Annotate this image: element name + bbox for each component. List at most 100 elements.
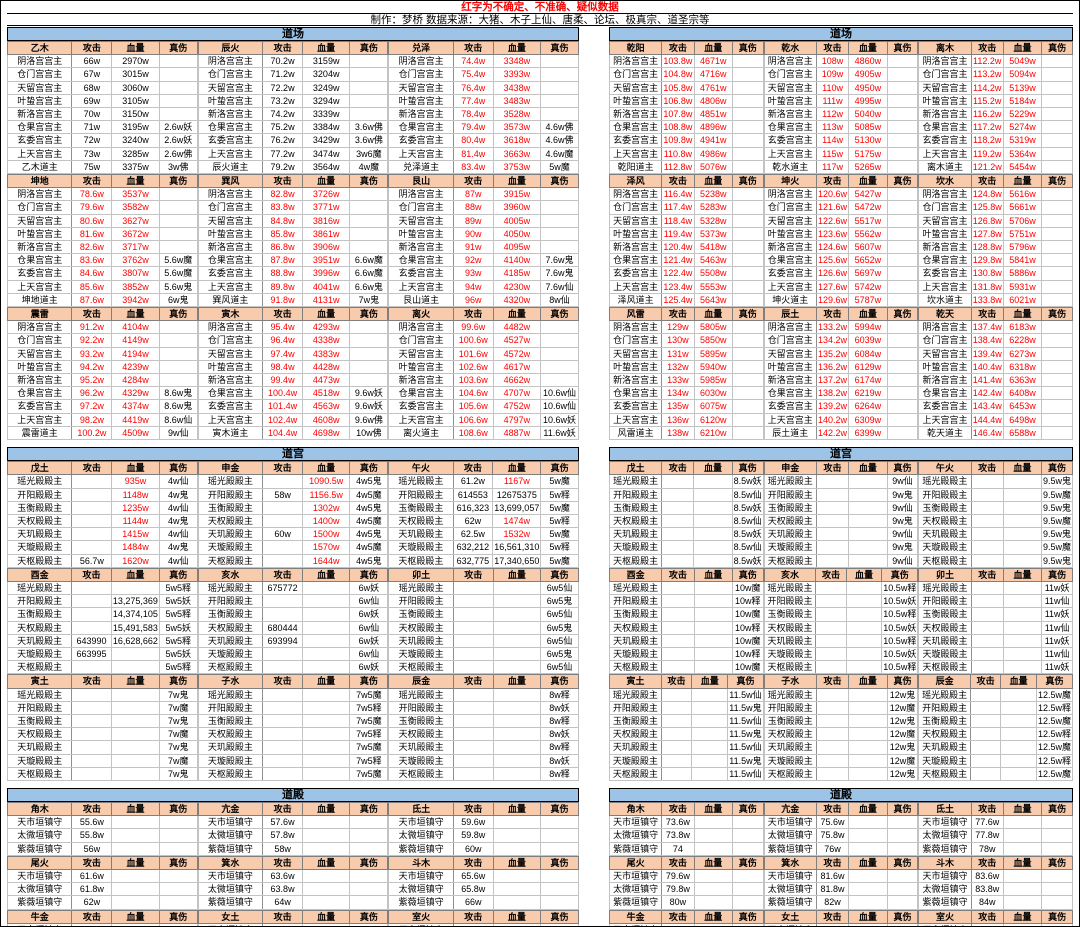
row-label: 开阳殿殿主	[609, 700, 662, 715]
col-header-0: 攻击	[71, 174, 113, 189]
stat-table-申金: 申金 攻击 血量 真伤 瑶光殿殿主 1090.5w 4w5鬼 开阳殿殿主 58w 1156.5w 4…	[197, 461, 389, 568]
col-header-2: 真伤	[540, 461, 580, 476]
col-header-1: 血量	[301, 801, 351, 817]
cell-attack	[660, 740, 693, 755]
row-label: 天玑殿殿主	[608, 527, 663, 542]
row-label: 上天宫宫主	[608, 279, 663, 294]
cell-attack	[71, 607, 112, 622]
row-label: 仓果宫宫主	[197, 386, 264, 401]
cell-hp	[110, 646, 160, 662]
cell-attack: 140.4w	[970, 359, 1004, 375]
row-label: 叶蛰宫宫主	[608, 93, 663, 109]
table-row: 开阳殿殿主 12.5w释	[918, 700, 1074, 715]
cell-attack	[970, 660, 1004, 675]
cell-hp	[693, 487, 733, 502]
table-header-row: 酉金 攻击 血量 真伤	[608, 567, 764, 582]
cell-attack: 117.2w	[970, 120, 1004, 135]
row-label: 天市垣镇守	[608, 922, 663, 926]
cell-truedmg	[158, 895, 198, 910]
table-row: 玄委宫宫主 109.8w 4941w	[608, 133, 764, 148]
cell-attack: 78w	[970, 841, 1004, 856]
cell-truedmg: 8.5w妖	[731, 527, 764, 542]
cell-hp: 4005w	[492, 213, 542, 228]
cell-hp: 4941w	[693, 133, 733, 148]
table-header-row: 离木 攻击 血量 真伤	[918, 40, 1074, 56]
table-title: 亢金	[763, 801, 817, 817]
row-label: 天玑殿殿主	[918, 527, 972, 542]
cell-truedmg: 8.5w仙	[731, 487, 764, 502]
cell-hp	[492, 607, 542, 622]
table-title: 离木	[918, 40, 972, 56]
table-header-row: 乾水 攻击 血量 真伤	[763, 40, 919, 56]
cell-truedmg	[349, 346, 389, 361]
col-header-1: 血量	[301, 307, 351, 322]
table-row: 仓门宫宫主 100.6w 4527w	[388, 333, 580, 348]
table-row: 玉衡殿殿主 1302w 4w5鬼	[197, 500, 389, 515]
cell-hp: 5850w	[693, 333, 733, 348]
table-row: 阴洛宫宫主 95.4w 4293w	[197, 320, 389, 335]
cell-hp: 4473w	[301, 373, 351, 388]
cell-hp: 4185w	[492, 266, 542, 281]
cell-attack	[660, 687, 693, 702]
table-title: 辰金	[918, 674, 971, 689]
row-label: 天市垣镇守	[608, 815, 663, 830]
row-label: 太微垣镇守	[197, 828, 264, 843]
table-row: 叶蛰宫宫主 77.4w 3483w	[388, 93, 580, 109]
cell-attack: 116.4w	[661, 187, 695, 202]
cell-attack: 134w	[661, 386, 695, 401]
row-label: 瑶光殿殿主	[918, 580, 972, 596]
cell-hp: 5706w	[1002, 213, 1043, 228]
note-red-disclaimer: 红字为不确定、不准确、疑似数据	[7, 1, 1073, 14]
table-row: 天玑殿殿主 9w仙	[763, 527, 919, 542]
row-label: 仓果宫宫主	[388, 386, 454, 401]
cell-truedmg	[731, 80, 764, 95]
row-label: 开阳殿殿主	[388, 487, 454, 502]
cell-hp	[111, 828, 160, 843]
cell-attack: 79.2w	[262, 159, 303, 175]
cell-truedmg: 12w鬼	[886, 713, 919, 729]
table-row: 天璇殿殿主 632,212 16,561,310 5w释	[388, 540, 580, 555]
cell-truedmg: 12.5w魔	[1035, 766, 1074, 781]
stat-table-风雷: 风雷 攻击 血量 真伤 阴洛宫宫主 129w 5805w 仓门宫宫主 130w 5850w 天留宫宫…	[608, 307, 764, 441]
cell-hp: 5139w	[1002, 80, 1043, 95]
cell-hp: 1144w	[111, 513, 160, 529]
stat-table-箕水: 箕水 攻击 血量 真伤 天市垣镇守 63.6w 太微垣镇守 63.8w 紫薇垣镇守 64w	[197, 855, 389, 910]
row-label: 开阳殿殿主	[918, 487, 972, 502]
cell-attack: 137.4w	[970, 320, 1004, 335]
row-label: 叶蛰宫宫主	[763, 93, 817, 109]
row-label: 仓门宫宫主	[388, 67, 454, 82]
table-row: 天留宫宫主 72.2w 3249w	[197, 80, 389, 95]
cell-attack: 108w	[815, 54, 850, 69]
cell-hp: 6120w	[693, 412, 733, 427]
cell-truedmg	[1041, 279, 1074, 294]
row-label: 天玑殿殿主	[388, 740, 454, 755]
cell-truedmg	[158, 226, 198, 242]
cell-hp	[693, 607, 733, 622]
cell-hp: 3771w	[301, 200, 351, 215]
table-row: 天枢殿殿主 11.5w仙	[609, 766, 764, 781]
row-label: 叶蛰宫宫主	[197, 93, 264, 109]
cell-hp: 1620w	[111, 553, 160, 568]
cell-attack: 107.8w	[661, 107, 695, 122]
cell-truedmg	[1041, 200, 1074, 215]
row-label: 阴洛宫宫主	[763, 320, 817, 335]
cell-truedmg: 9.6w妖	[349, 386, 389, 401]
cell-hp	[848, 868, 888, 884]
cell-attack	[970, 620, 1004, 635]
table-header-row: 乾天 攻击 血量 真伤	[918, 307, 1074, 322]
col-header-1: 血量	[301, 461, 351, 476]
cell-hp: 3942w	[111, 292, 160, 308]
cell-hp: 5562w	[848, 226, 888, 242]
cell-truedmg	[1041, 266, 1074, 281]
cell-hp	[1002, 633, 1043, 648]
cell-attack	[262, 766, 303, 781]
cell-hp: 3438w	[492, 80, 542, 95]
cell-attack	[71, 540, 113, 555]
row-label: 天枢殿殿主	[197, 766, 264, 781]
cell-attack: 114w	[815, 133, 850, 148]
cell-truedmg: 12w鬼	[886, 766, 919, 781]
table-row: 上天宫宫主 123.4w 5553w	[608, 279, 764, 294]
col-header-0: 攻击	[262, 40, 303, 56]
col-header-1: 血量	[492, 40, 542, 56]
cell-attack: 116.2w	[970, 107, 1004, 122]
